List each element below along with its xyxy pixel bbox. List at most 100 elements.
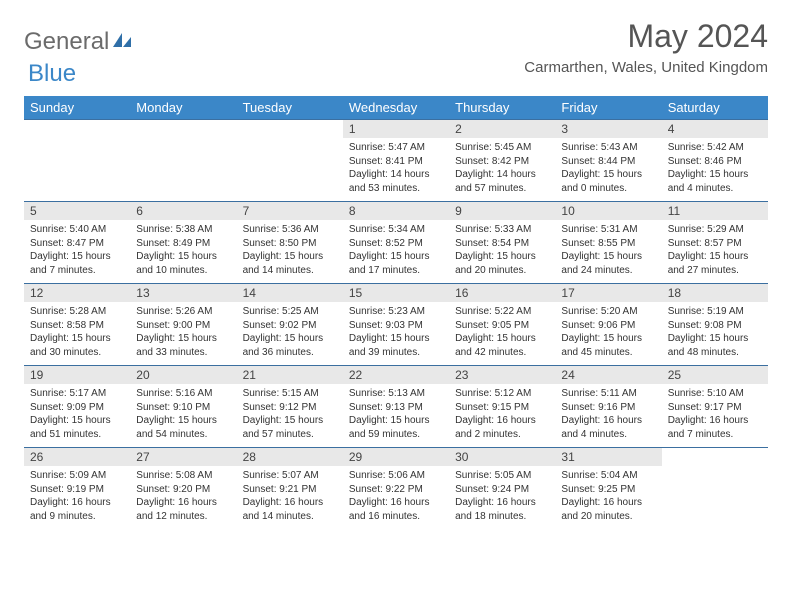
calendar-cell-empty (130, 120, 236, 202)
calendar-row: 12Sunrise: 5:28 AMSunset: 8:58 PMDayligh… (24, 284, 768, 366)
sunset-line: Sunset: 9:16 PM (561, 401, 655, 415)
daylight-line: Daylight: 15 hours and 17 minutes. (349, 250, 443, 277)
day-data: Sunrise: 5:20 AMSunset: 9:06 PMDaylight:… (555, 302, 661, 365)
sunset-line: Sunset: 8:55 PM (561, 237, 655, 251)
weekday-header: Thursday (449, 96, 555, 120)
calendar-cell: 24Sunrise: 5:11 AMSunset: 9:16 PMDayligh… (555, 366, 661, 448)
sunset-line: Sunset: 9:05 PM (455, 319, 549, 333)
daylight-line: Daylight: 14 hours and 57 minutes. (455, 168, 549, 195)
sunset-line: Sunset: 9:24 PM (455, 483, 549, 497)
day-number: 16 (449, 284, 555, 302)
calendar-cell: 22Sunrise: 5:13 AMSunset: 9:13 PMDayligh… (343, 366, 449, 448)
daylight-line: Daylight: 15 hours and 54 minutes. (136, 414, 230, 441)
sunset-line: Sunset: 9:21 PM (243, 483, 337, 497)
day-data: Sunrise: 5:05 AMSunset: 9:24 PMDaylight:… (449, 466, 555, 529)
day-number: 25 (662, 366, 768, 384)
day-data: Sunrise: 5:16 AMSunset: 9:10 PMDaylight:… (130, 384, 236, 447)
sunrise-line: Sunrise: 5:05 AM (455, 469, 549, 483)
day-data: Sunrise: 5:08 AMSunset: 9:20 PMDaylight:… (130, 466, 236, 529)
calendar-cell: 25Sunrise: 5:10 AMSunset: 9:17 PMDayligh… (662, 366, 768, 448)
daylight-line: Daylight: 16 hours and 9 minutes. (30, 496, 124, 523)
sunset-line: Sunset: 9:20 PM (136, 483, 230, 497)
calendar-row: 19Sunrise: 5:17 AMSunset: 9:09 PMDayligh… (24, 366, 768, 448)
sunset-line: Sunset: 8:54 PM (455, 237, 549, 251)
day-number (662, 448, 768, 466)
sunrise-line: Sunrise: 5:28 AM (30, 305, 124, 319)
sunrise-line: Sunrise: 5:42 AM (668, 141, 762, 155)
day-number (24, 120, 130, 138)
day-data: Sunrise: 5:19 AMSunset: 9:08 PMDaylight:… (662, 302, 768, 365)
calendar-row: 5Sunrise: 5:40 AMSunset: 8:47 PMDaylight… (24, 202, 768, 284)
sunrise-line: Sunrise: 5:07 AM (243, 469, 337, 483)
sunrise-line: Sunrise: 5:10 AM (668, 387, 762, 401)
daylight-line: Daylight: 15 hours and 33 minutes. (136, 332, 230, 359)
sunset-line: Sunset: 8:47 PM (30, 237, 124, 251)
sunset-line: Sunset: 9:03 PM (349, 319, 443, 333)
calendar-cell: 20Sunrise: 5:16 AMSunset: 9:10 PMDayligh… (130, 366, 236, 448)
location: Carmarthen, Wales, United Kingdom (524, 59, 768, 76)
title-block: May 2024 Carmarthen, Wales, United Kingd… (524, 18, 768, 76)
daylight-line: Daylight: 16 hours and 7 minutes. (668, 414, 762, 441)
day-number: 29 (343, 448, 449, 466)
calendar-cell-empty (662, 448, 768, 530)
sunset-line: Sunset: 9:10 PM (136, 401, 230, 415)
day-data: Sunrise: 5:47 AMSunset: 8:41 PMDaylight:… (343, 138, 449, 201)
calendar-cell: 10Sunrise: 5:31 AMSunset: 8:55 PMDayligh… (555, 202, 661, 284)
calendar-cell: 19Sunrise: 5:17 AMSunset: 9:09 PMDayligh… (24, 366, 130, 448)
day-number: 8 (343, 202, 449, 220)
weekday-row: SundayMondayTuesdayWednesdayThursdayFrid… (24, 96, 768, 120)
sunset-line: Sunset: 9:06 PM (561, 319, 655, 333)
calendar-cell: 8Sunrise: 5:34 AMSunset: 8:52 PMDaylight… (343, 202, 449, 284)
calendar-cell: 23Sunrise: 5:12 AMSunset: 9:15 PMDayligh… (449, 366, 555, 448)
sunset-line: Sunset: 8:57 PM (668, 237, 762, 251)
sunset-line: Sunset: 9:15 PM (455, 401, 549, 415)
daylight-line: Daylight: 15 hours and 51 minutes. (30, 414, 124, 441)
calendar-cell: 5Sunrise: 5:40 AMSunset: 8:47 PMDaylight… (24, 202, 130, 284)
sunset-line: Sunset: 8:42 PM (455, 155, 549, 169)
calendar-cell: 28Sunrise: 5:07 AMSunset: 9:21 PMDayligh… (237, 448, 343, 530)
day-number: 20 (130, 366, 236, 384)
sunrise-line: Sunrise: 5:04 AM (561, 469, 655, 483)
daylight-line: Daylight: 16 hours and 4 minutes. (561, 414, 655, 441)
calendar-cell-empty (237, 120, 343, 202)
sunset-line: Sunset: 8:50 PM (243, 237, 337, 251)
calendar-cell: 4Sunrise: 5:42 AMSunset: 8:46 PMDaylight… (662, 120, 768, 202)
day-data: Sunrise: 5:29 AMSunset: 8:57 PMDaylight:… (662, 220, 768, 283)
day-number (237, 120, 343, 138)
day-data: Sunrise: 5:36 AMSunset: 8:50 PMDaylight:… (237, 220, 343, 283)
sunrise-line: Sunrise: 5:40 AM (30, 223, 124, 237)
sunrise-line: Sunrise: 5:26 AM (136, 305, 230, 319)
day-data: Sunrise: 5:31 AMSunset: 8:55 PMDaylight:… (555, 220, 661, 283)
sunset-line: Sunset: 8:41 PM (349, 155, 443, 169)
day-number: 2 (449, 120, 555, 138)
day-number: 27 (130, 448, 236, 466)
calendar-cell-empty (24, 120, 130, 202)
day-data: Sunrise: 5:15 AMSunset: 9:12 PMDaylight:… (237, 384, 343, 447)
sunrise-line: Sunrise: 5:17 AM (30, 387, 124, 401)
daylight-line: Daylight: 15 hours and 7 minutes. (30, 250, 124, 277)
sunrise-line: Sunrise: 5:38 AM (136, 223, 230, 237)
daylight-line: Daylight: 15 hours and 36 minutes. (243, 332, 337, 359)
daylight-line: Daylight: 16 hours and 2 minutes. (455, 414, 549, 441)
calendar-cell: 6Sunrise: 5:38 AMSunset: 8:49 PMDaylight… (130, 202, 236, 284)
calendar-cell: 3Sunrise: 5:43 AMSunset: 8:44 PMDaylight… (555, 120, 661, 202)
calendar-cell: 21Sunrise: 5:15 AMSunset: 9:12 PMDayligh… (237, 366, 343, 448)
calendar-cell: 14Sunrise: 5:25 AMSunset: 9:02 PMDayligh… (237, 284, 343, 366)
calendar-cell: 7Sunrise: 5:36 AMSunset: 8:50 PMDaylight… (237, 202, 343, 284)
sunrise-line: Sunrise: 5:25 AM (243, 305, 337, 319)
calendar-body: 1Sunrise: 5:47 AMSunset: 8:41 PMDaylight… (24, 120, 768, 530)
daylight-line: Daylight: 15 hours and 0 minutes. (561, 168, 655, 195)
calendar-cell: 26Sunrise: 5:09 AMSunset: 9:19 PMDayligh… (24, 448, 130, 530)
daylight-line: Daylight: 15 hours and 39 minutes. (349, 332, 443, 359)
day-data: Sunrise: 5:38 AMSunset: 8:49 PMDaylight:… (130, 220, 236, 283)
day-data: Sunrise: 5:17 AMSunset: 9:09 PMDaylight:… (24, 384, 130, 447)
day-number: 5 (24, 202, 130, 220)
sunset-line: Sunset: 9:25 PM (561, 483, 655, 497)
day-data: Sunrise: 5:40 AMSunset: 8:47 PMDaylight:… (24, 220, 130, 283)
sunrise-line: Sunrise: 5:20 AM (561, 305, 655, 319)
weekday-header: Wednesday (343, 96, 449, 120)
daylight-line: Daylight: 15 hours and 14 minutes. (243, 250, 337, 277)
weekday-header: Friday (555, 96, 661, 120)
sunrise-line: Sunrise: 5:15 AM (243, 387, 337, 401)
daylight-line: Daylight: 16 hours and 16 minutes. (349, 496, 443, 523)
